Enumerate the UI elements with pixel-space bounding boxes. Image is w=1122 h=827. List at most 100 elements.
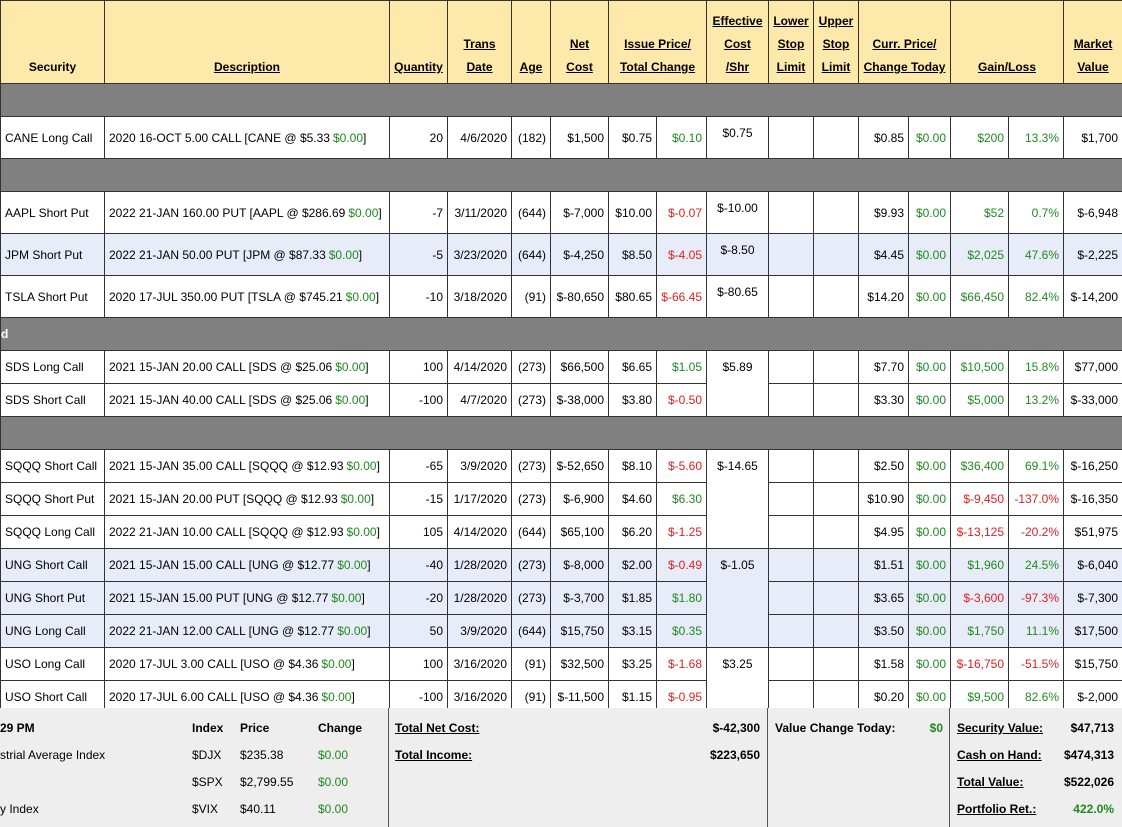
security: SQQQ Short Put <box>0 482 105 516</box>
description-part: ] <box>365 393 369 407</box>
header-line: Trans <box>463 37 496 51</box>
description-part: $0.00 <box>346 525 377 539</box>
security: CANE Long Call <box>0 116 105 159</box>
description-part: $0.00 <box>345 289 376 304</box>
section-separator <box>0 158 1122 192</box>
upper-stop <box>813 116 859 159</box>
quantity: -100 <box>389 383 448 417</box>
position-row: SQQQ Long Call 2022 21-JAN 10.00 CALL [SQ… <box>0 515 1122 549</box>
net-cost: $66,500 <box>550 350 609 384</box>
header-line: Value <box>1077 60 1109 74</box>
curr-price: $3.30 <box>858 383 909 417</box>
market-value: $-16,350 <box>1063 482 1122 516</box>
quantity: 20 <box>389 116 448 159</box>
curr-price: $14.20 <box>858 275 909 318</box>
trans-date: 4/6/2020 <box>447 116 512 159</box>
description-part: ] <box>378 205 382 220</box>
quantity: -15 <box>389 482 448 516</box>
effective-cost: $0.75 <box>706 116 769 159</box>
security: UNG Short Call <box>0 548 105 582</box>
trans-date: 4/14/2020 <box>447 350 512 384</box>
quantity: -10 <box>389 275 448 318</box>
description: 2022 21-JAN 12.00 CALL [UNG @ $12.77 $0.0… <box>104 614 390 648</box>
net-cost: $-80,650 <box>550 275 609 318</box>
age: (644) <box>511 515 551 549</box>
position-row: UNG Short Put 2021 15-JAN 15.00 PUT [UNG … <box>0 581 1122 615</box>
column-header: Lower Stop Limit <box>768 0 814 84</box>
gain-pct: 47.6% <box>1008 233 1065 276</box>
gain-loss: $52 <box>950 191 1010 234</box>
age: (644) <box>511 191 551 234</box>
positions-table: Security Description Quantity Trans Date Age N… <box>0 0 1122 747</box>
description: 2020 17-JUL 350.00 PUT [TSLA @ $745.21 $0… <box>104 275 390 318</box>
change-today: $0.00 <box>907 275 952 318</box>
section-separator <box>0 83 1122 117</box>
description-part: 2021 15-JAN 20.00 PUT [SQQQ @ $12.93 <box>109 492 338 506</box>
upper-stop <box>813 233 859 276</box>
curr-price: $1.58 <box>858 647 909 681</box>
net-cost: $-6,900 <box>550 482 609 516</box>
description: 2021 15-JAN 40.00 CALL [SDS @ $25.06 $0.0… <box>104 383 390 417</box>
description-part: 2020 17-JUL 6.00 CALL [USO @ $4.36 <box>109 690 319 704</box>
security: SQQQ Short Call <box>0 449 105 483</box>
position-row: USO Long Call 2020 17-JUL 3.00 CALL [USO … <box>0 647 1122 747</box>
gain-loss: $2,025 <box>950 233 1010 276</box>
separator-cell <box>0 416 1122 450</box>
market-value: $-7,300 <box>1063 581 1122 615</box>
quantity: -20 <box>389 581 448 615</box>
column-header: Curr. Price/Change Today <box>857 0 952 84</box>
description-part: $0.00 <box>340 492 371 506</box>
total-change: $0.10 <box>656 116 707 159</box>
trans-date: 3/9/2020 <box>447 449 512 483</box>
header-line: Total Change <box>619 60 696 74</box>
security: JPM Short Put <box>0 233 105 276</box>
description-part: 2020 17-JUL 3.00 CALL [USO @ $4.36 <box>109 657 319 671</box>
security: UNG Short Put <box>0 581 105 615</box>
gain-pct: -97.3% <box>1008 581 1065 615</box>
change-today: $0.00 <box>907 191 952 234</box>
column-header: Upper Stop Limit <box>813 0 859 84</box>
age: (273) <box>511 581 551 615</box>
curr-price: $0.85 <box>858 116 909 159</box>
curr-price: $4.45 <box>858 233 909 276</box>
age: (273) <box>511 482 551 516</box>
lower-stop <box>768 581 814 615</box>
change-today: $0.00 <box>907 581 952 615</box>
gain-pct: 15.8% <box>1008 350 1065 384</box>
header-line: Description <box>213 60 280 74</box>
market-value: $15,750 <box>1063 647 1122 681</box>
description-part: 2021 15-JAN 40.00 CALL [SDS @ $25.06 <box>109 393 333 407</box>
position-row: UNG Short Call 2021 15-JAN 15.00 CALL [UN… <box>0 548 1122 648</box>
security: SQQQ Long Call <box>0 515 105 549</box>
description-part: ] <box>367 558 371 572</box>
quantity: -65 <box>389 449 448 483</box>
quantity: 105 <box>389 515 448 549</box>
description-part: 2021 15-JAN 15.00 PUT [UNG @ $12.77 <box>109 591 329 605</box>
description-part: ] <box>363 130 367 145</box>
header-line: Change Today <box>863 60 946 74</box>
description-part: 2021 15-JAN 15.00 CALL [UNG @ $12.77 <box>109 558 335 572</box>
lower-stop <box>768 116 814 159</box>
column-header: Security <box>0 0 105 84</box>
header-line: Date <box>466 60 493 74</box>
description-part: ] <box>358 247 363 262</box>
header-line: Lower <box>773 14 809 28</box>
trans-date: 3/16/2020 <box>447 647 512 681</box>
gain-pct: 13.3% <box>1008 116 1065 159</box>
market-value: $-2,225 <box>1063 233 1122 276</box>
quantity: 100 <box>389 350 448 384</box>
header-line: Net <box>569 37 590 51</box>
effective-cost: $-1.05 <box>706 548 769 648</box>
change-today: $0.00 <box>907 548 952 582</box>
position-row: SDS Short Call 2021 15-JAN 40.00 CALL [SD… <box>0 383 1122 417</box>
description: 2022 21-JAN 10.00 CALL [SQQQ @ $12.93 $0.… <box>104 515 390 549</box>
description-part: $0.00 <box>321 690 352 704</box>
gain-loss: $-16,750 <box>950 647 1010 681</box>
net-cost: $-3,700 <box>550 581 609 615</box>
security: SDS Short Call <box>0 383 105 417</box>
description-part: $0.00 <box>335 360 366 374</box>
curr-price: $4.95 <box>858 515 909 549</box>
issue-price: $3.15 <box>608 614 657 648</box>
description-part: 2022 21-JAN 10.00 CALL [SQQQ @ $12.93 <box>109 525 344 539</box>
total-value: $223,650 <box>709 748 760 762</box>
